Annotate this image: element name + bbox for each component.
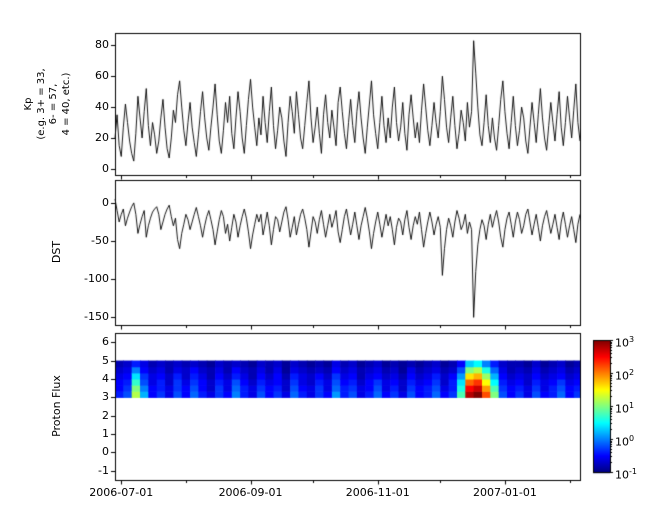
proton-flux-ytick-label: 5 — [102, 353, 109, 367]
x-tick-label: 2006-09-01 — [218, 486, 283, 499]
colorbar-tick-label: 101 — [615, 401, 635, 416]
dst-ytick-label: 0 — [102, 195, 109, 209]
colorbar-tick-label: 103 — [615, 335, 635, 350]
proton-flux-ytick-label: 1 — [102, 427, 109, 441]
colorbar-tick-label: 10-1 — [615, 467, 637, 482]
kp-ytick-label: 80 — [95, 38, 109, 52]
x-tick-label: 2006-07-01 — [89, 486, 154, 499]
x-tick-label: 2006-11-01 — [345, 486, 410, 499]
colorbar-tick-label: 102 — [615, 368, 635, 383]
kp-ytick-label: 60 — [95, 69, 109, 83]
proton-flux-ytick-label: 0 — [102, 445, 109, 459]
colorbar-tick-label: 100 — [615, 434, 635, 449]
dst-axis-label: DST — [50, 240, 64, 264]
kp-ytick-label: 0 — [102, 161, 109, 175]
kp-axis-label: Kp (e.g. 3+ = 33, 6- = 57, 4 = 40, etc.) — [23, 68, 72, 140]
dst-ytick-label: -50 — [91, 234, 109, 248]
proton-flux-ytick-label: 6 — [102, 335, 109, 349]
dst-ytick-label: -150 — [84, 310, 109, 324]
proton-flux-ytick-label: 3 — [102, 390, 109, 404]
proton-flux-ytick-label: 4 — [102, 371, 109, 385]
x-tick-label: 2007-01-01 — [472, 486, 537, 499]
proton-flux-ytick-label: 2 — [102, 408, 109, 422]
proton-flux-axis-label: Proton Flux — [50, 375, 64, 437]
dst-ytick-label: -100 — [84, 272, 109, 286]
proton-flux-ytick-label: -1 — [98, 463, 109, 477]
kp-ytick-label: 40 — [95, 100, 109, 114]
kp-ytick-label: 20 — [95, 130, 109, 144]
